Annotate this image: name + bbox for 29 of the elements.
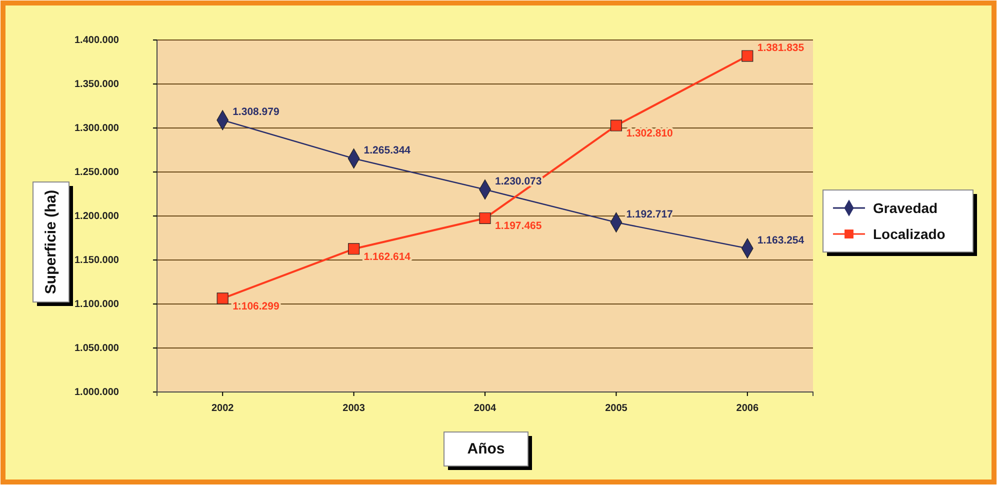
x-tick-label: 2005 — [605, 403, 628, 414]
data-label: 1.302.810 — [626, 128, 674, 140]
y-tick-label: 1.300.000 — [74, 123, 120, 134]
y-tick-label: 1.200.000 — [74, 211, 120, 222]
y-tick-label: 1.000.000 — [74, 387, 120, 398]
y-tick-label: 1.350.000 — [74, 79, 120, 90]
point — [216, 292, 228, 304]
data-label: 1.265.344 — [364, 144, 411, 156]
y-axis-title: Superficie (ha) — [42, 190, 60, 294]
data-label: 1.163.254 — [757, 234, 804, 246]
y-tick-label: 1.250.000 — [74, 167, 120, 178]
data-label: 1.308.979 — [232, 106, 280, 118]
x-tick-label: 2004 — [474, 403, 497, 414]
point — [742, 50, 754, 62]
x-axis-title: Años — [467, 440, 505, 458]
data-label: 1.197.465 — [495, 220, 542, 232]
x-tick-label: 2002 — [211, 403, 234, 414]
x-tick-label: 2003 — [342, 403, 366, 414]
x-tick-label: 2006 — [736, 403, 759, 414]
point — [348, 243, 360, 255]
data-label: 1.381.835 — [757, 42, 804, 54]
legend-label: Localizado — [873, 226, 946, 242]
point — [479, 212, 491, 224]
y-tick-label: 1.150.000 — [74, 255, 120, 266]
legend-label: Gravedad — [873, 200, 938, 216]
point — [610, 120, 622, 132]
y-tick-label: 1.400.000 — [74, 35, 120, 46]
y-tick-label: 1.050.000 — [74, 343, 120, 354]
y-tick-label: 1.100.000 — [74, 299, 120, 310]
